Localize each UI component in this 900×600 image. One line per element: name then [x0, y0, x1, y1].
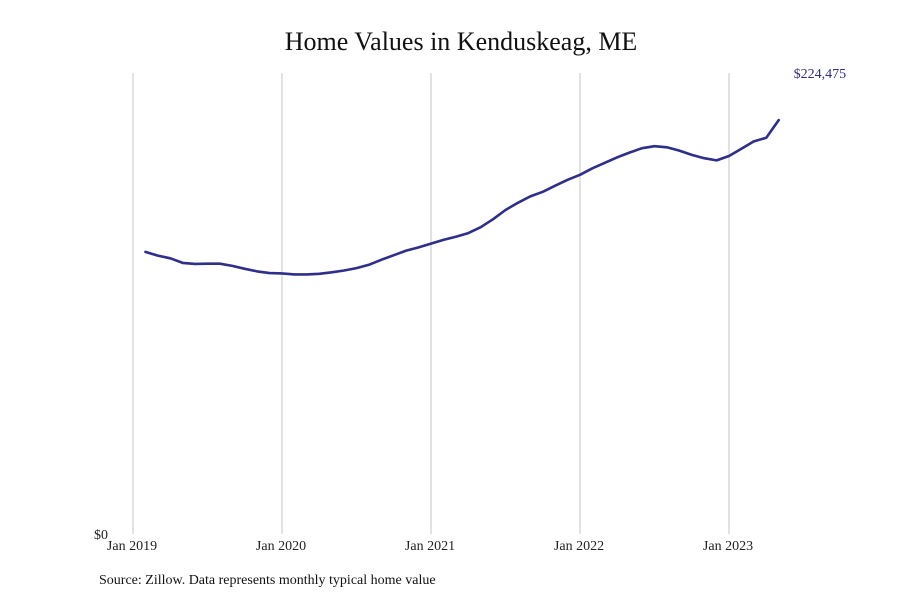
series-line — [144, 118, 780, 276]
source-note: Source: Zillow. Data represents monthly … — [99, 573, 436, 588]
x-tick-label: Jan 2021 — [405, 539, 455, 554]
x-tick-label: Jan 2022 — [554, 539, 604, 554]
labels-layer: Jan 2019 Jan 2020 Jan 2021 Jan 2022 Jan 2023… — [94, 67, 846, 554]
gridlines — [132, 73, 730, 534]
y-tick-label: $0 — [94, 528, 108, 543]
end-value-label: $224,475 — [794, 67, 847, 82]
chart-title: Home Values in Kenduskeag, ME — [284, 27, 638, 56]
x-tick-label: Jan 2020 — [256, 539, 306, 554]
series-layer — [144, 118, 780, 276]
x-tick-label: Jan 2019 — [107, 539, 157, 554]
x-tick-label: Jan 2023 — [703, 539, 753, 554]
